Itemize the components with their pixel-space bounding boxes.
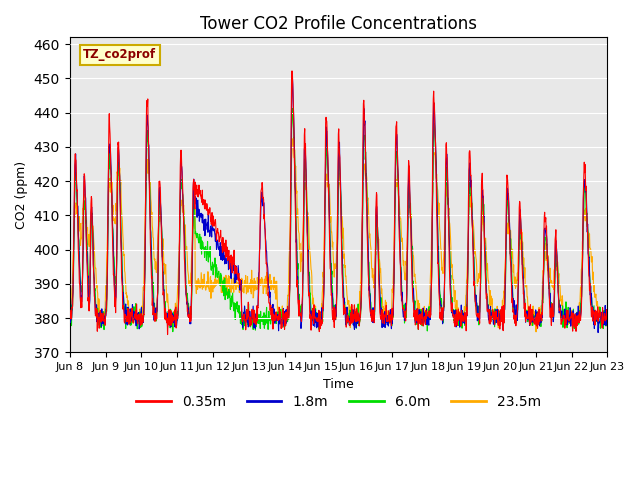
Title: Tower CO2 Profile Concentrations: Tower CO2 Profile Concentrations <box>200 15 477 33</box>
Legend: 0.35m, 1.8m, 6.0m, 23.5m: 0.35m, 1.8m, 6.0m, 23.5m <box>131 389 547 415</box>
Text: TZ_co2prof: TZ_co2prof <box>83 48 156 61</box>
Y-axis label: CO2 (ppm): CO2 (ppm) <box>15 161 28 229</box>
X-axis label: Time: Time <box>323 377 354 391</box>
